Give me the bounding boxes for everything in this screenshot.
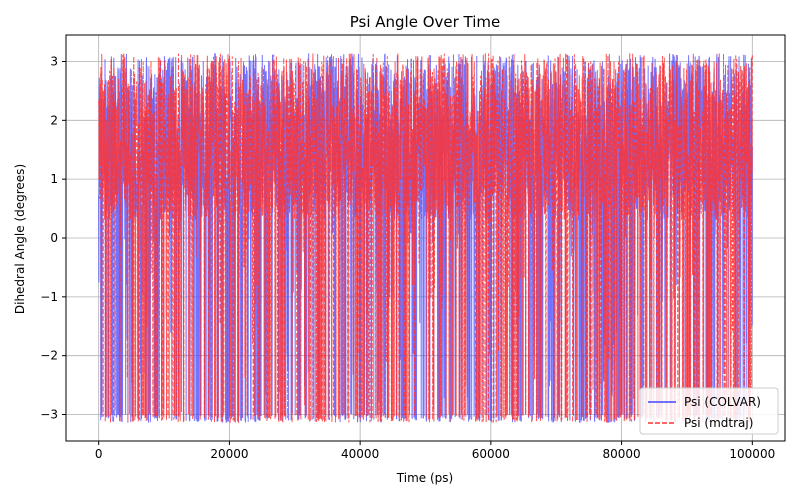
y-axis-label: Dihedral Angle (degrees) <box>13 164 27 314</box>
x-tick-label: 0 <box>95 447 103 461</box>
x-tick-label: 60000 <box>472 447 510 461</box>
y-tick-label: −1 <box>40 290 58 304</box>
series-line-mdtraj <box>98 53 753 423</box>
y-tick-label: −2 <box>40 349 58 363</box>
legend: Psi (COLVAR) Psi (mdtraj) <box>639 387 779 435</box>
x-tick-label: 80000 <box>602 447 640 461</box>
y-tick-label: 1 <box>50 172 58 186</box>
x-axis-label: Time (ps) <box>396 471 453 485</box>
y-tick-label: −3 <box>40 408 58 422</box>
legend-box <box>639 387 779 435</box>
legend-label: Psi (COLVAR) <box>684 395 761 409</box>
x-tick-label: 100000 <box>729 447 775 461</box>
y-tick-label: 3 <box>50 54 58 68</box>
x-tick-label: 20000 <box>210 447 248 461</box>
y-tick-label: 2 <box>50 113 58 127</box>
legend-label: Psi (mdtraj) <box>684 416 753 430</box>
x-tick-label: 40000 <box>341 447 379 461</box>
data-layer <box>98 53 753 424</box>
chart-title: Psi Angle Over Time <box>350 13 501 31</box>
axes: 0 20000 40000 60000 80000 100000 −3 −2 −1 0 1 2 3 <box>40 34 786 461</box>
y-tick-label: 0 <box>50 231 58 245</box>
